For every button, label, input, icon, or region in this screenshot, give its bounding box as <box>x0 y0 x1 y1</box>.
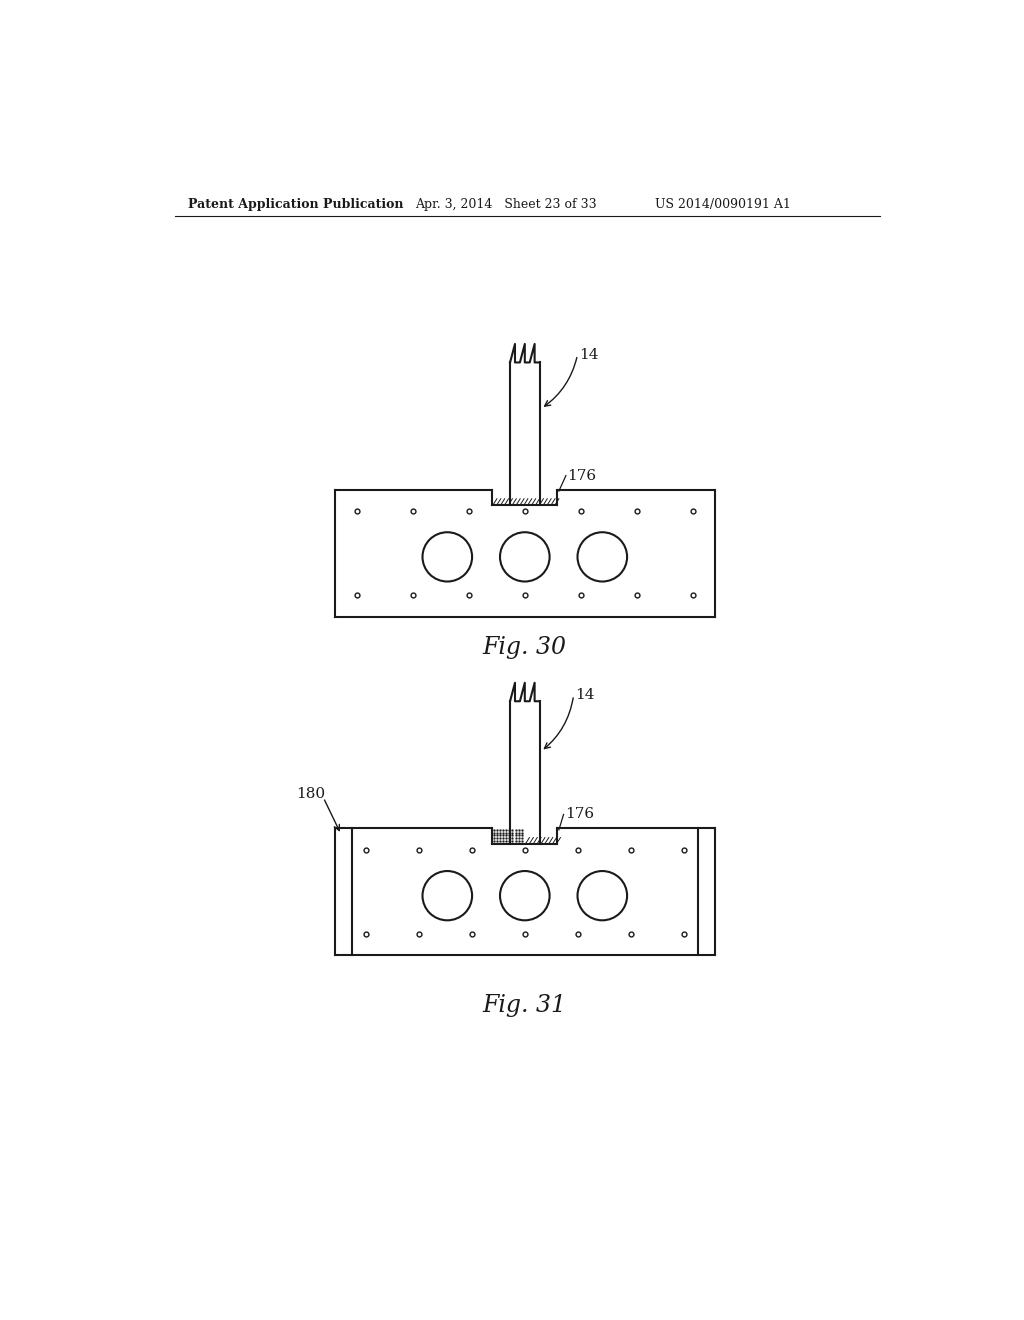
Text: US 2014/0090191 A1: US 2014/0090191 A1 <box>655 198 791 211</box>
Text: 176: 176 <box>565 808 594 821</box>
Text: Fig. 31: Fig. 31 <box>482 994 567 1016</box>
Text: Patent Application Publication: Patent Application Publication <box>188 198 403 211</box>
Text: Fig. 30: Fig. 30 <box>482 636 567 659</box>
Text: 176: 176 <box>567 469 597 483</box>
Text: Apr. 3, 2014   Sheet 23 of 33: Apr. 3, 2014 Sheet 23 of 33 <box>415 198 596 211</box>
Text: 14: 14 <box>579 347 599 362</box>
Text: 180: 180 <box>296 787 326 801</box>
Text: 14: 14 <box>575 688 595 702</box>
